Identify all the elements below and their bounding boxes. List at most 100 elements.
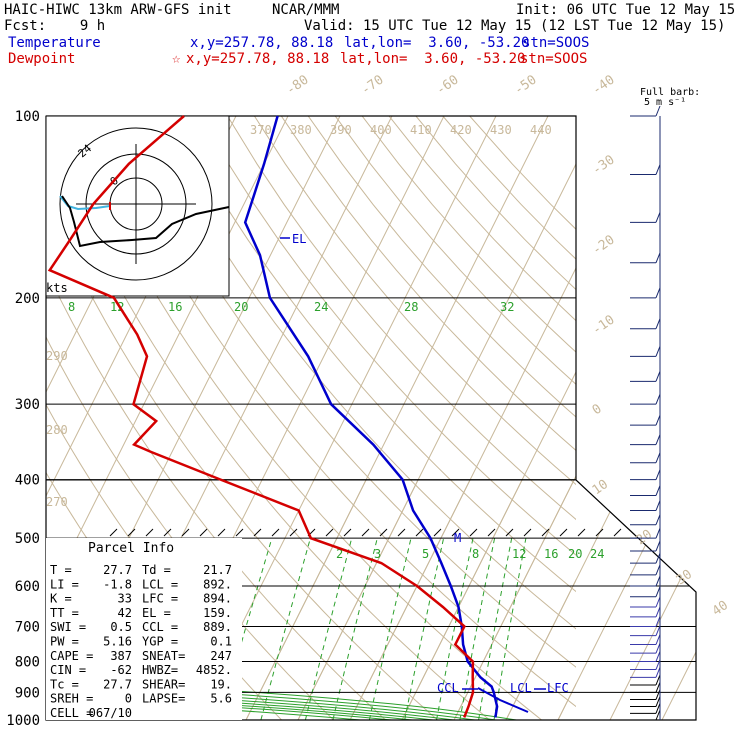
parcel-info-value: 067/10 — [89, 706, 132, 720]
isotherm-line — [662, 116, 740, 720]
ccl-label: CCL — [437, 681, 459, 695]
parcel-info-value: 159. — [203, 606, 232, 620]
wind-barb-flag — [655, 500, 661, 511]
wind-barb-flag — [655, 452, 661, 463]
parcel-info-label: CAPE = — [50, 649, 93, 663]
thetae-tick-label: 32 — [500, 300, 514, 314]
theta-tick-label: 280 — [46, 423, 68, 437]
wind-barb-flag — [655, 616, 661, 627]
mixing-ratio-line — [404, 538, 445, 720]
thetae-tick-label: 24 — [314, 300, 328, 314]
legend-dewpoint-label: Dewpoint — [8, 51, 76, 67]
mixing-ratio-line — [493, 538, 527, 720]
hatch-mark — [559, 528, 568, 537]
dry-adiabat-line — [469, 116, 576, 230]
hatch-mark — [199, 528, 208, 537]
theta-tick-label: 290 — [46, 349, 68, 363]
wind-barb-flag — [655, 703, 661, 714]
isotherm-line — [297, 480, 419, 720]
hatch-mark — [595, 528, 604, 537]
isotherm-tick-label: -70 — [359, 73, 387, 99]
hodograph-unit-label: kts — [46, 281, 68, 295]
parcel-info-label: Td = — [142, 563, 171, 577]
hatch-mark — [505, 528, 514, 537]
isotherm-line — [46, 116, 289, 602]
pressure-tick-label: 700 — [15, 619, 40, 635]
hatch-mark — [469, 528, 478, 537]
isotherm-tick-label: 30 — [674, 567, 695, 588]
hatch-mark — [163, 528, 172, 537]
wind-barb-flag — [655, 514, 661, 525]
parcel-info-value: 21.7 — [203, 563, 232, 577]
wind-barb-flag — [655, 252, 661, 263]
dewpoint-profile — [47, 115, 475, 718]
parcel-info-value: 5.16 — [103, 635, 132, 649]
wind-barb-flag — [655, 674, 661, 686]
hatch-mark — [577, 528, 586, 537]
isotherm-line — [505, 578, 576, 720]
dry-adiabat-line — [334, 116, 576, 385]
legend-dewpoint-star-icon: ☆ — [172, 51, 181, 67]
parcel-info-value: 4852. — [196, 663, 232, 677]
pressure-tick-label: 400 — [15, 473, 40, 489]
dry-adiabat-line — [173, 116, 576, 593]
dry-adiabat-line — [146, 116, 576, 630]
wind-barb-flag — [655, 371, 661, 382]
parcel-info-title: Parcel Info — [88, 541, 174, 556]
model-title: HAIC-HIWC 13km ARW-GFS init — [4, 2, 232, 18]
parcel-info-label: SWI = — [50, 620, 86, 634]
wind-barb-flag — [655, 540, 661, 552]
init-time: Init: 06 UTC Tue 12 May 15 — [516, 2, 736, 18]
parcel-info-label: SNEAT= — [142, 649, 185, 663]
hatch-mark — [451, 528, 460, 537]
melting-level-label: M — [454, 531, 461, 545]
mixing-ratio-tick-label: 3 — [374, 547, 381, 561]
wind-barb-flag — [655, 164, 661, 175]
theta-tick-label: 380 — [290, 123, 312, 137]
hatch-mark — [181, 528, 190, 537]
dry-adiabat-line — [253, 116, 576, 486]
isotherm-line — [610, 116, 740, 720]
dry-adiabat-line — [46, 131, 490, 720]
pressure-tick-label: 300 — [15, 397, 40, 413]
hatch-mark — [109, 528, 118, 537]
isotherm-line — [505, 480, 627, 720]
isotherm-tick-label: 20 — [634, 527, 655, 548]
pressure-tick-label: 200 — [15, 291, 40, 307]
parcel-info-label: LI = — [50, 577, 79, 591]
theta-tick-label: 270 — [46, 495, 68, 509]
mixing-ratio-tick-label: 8 — [472, 547, 479, 561]
hatch-mark — [289, 528, 298, 537]
parcel-info-value: 19. — [210, 677, 232, 691]
parcel-info-label: LCL = — [142, 577, 178, 591]
legend-temperature-latlon: lat,lon= 3.60, -53.20 — [344, 35, 530, 51]
parcel-path — [477, 687, 529, 713]
parcel-info-label: TT = — [50, 606, 79, 620]
parcel-info-value: 0.5 — [110, 620, 132, 634]
theta-tick-label: 440 — [530, 123, 552, 137]
wind-barb-flag — [655, 105, 661, 117]
parcel-info-label: LAPSE= — [142, 692, 185, 706]
theta-tick-label: 410 — [410, 123, 432, 137]
parcel-info-value: 889. — [203, 620, 232, 634]
hatch-mark — [361, 528, 370, 537]
dry-adiabat-line — [46, 200, 438, 720]
dry-adiabat-line — [227, 116, 576, 521]
barb-note-line2: 5 m s⁻¹ — [644, 97, 686, 108]
isotherm-line — [661, 480, 696, 720]
parcel-info-box — [46, 538, 242, 720]
wind-barb-flag — [655, 318, 661, 329]
isotherm-tick-label: -60 — [434, 73, 462, 99]
legend-temperature-xy: x,y=257.78, 88.18 — [190, 35, 334, 51]
parcel-info-value: 33 — [118, 592, 132, 606]
isotherm-line — [245, 480, 367, 720]
isotherm-tick-label: -10 — [590, 313, 618, 339]
wind-barb-flag — [655, 696, 661, 707]
parcel-info-label: YGP = — [142, 635, 178, 649]
wind-barb-flag — [655, 552, 661, 564]
legend-temperature-stn: stn=SOOS — [522, 35, 590, 51]
parcel-info-value: 27.7 — [103, 563, 132, 577]
parcel-info-value: 0.1 — [210, 635, 232, 649]
wind-barb-flag — [655, 393, 661, 405]
el-label: EL — [292, 232, 306, 246]
